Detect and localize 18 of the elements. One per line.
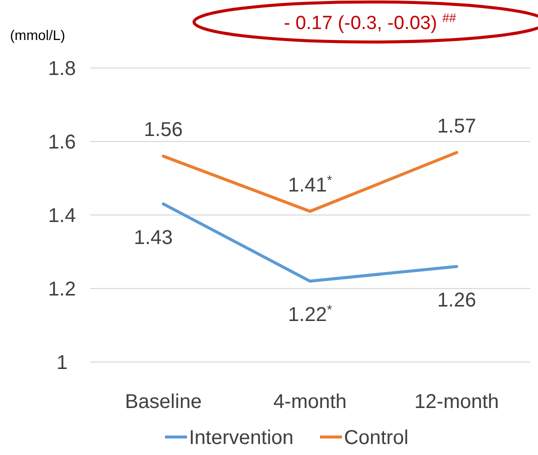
y-axis-title: (mmol/L) (10, 27, 66, 43)
legend-label: Control (344, 427, 408, 449)
y-tick-label: 1.4 (48, 205, 76, 227)
data-label: 1.22$^{*}$ (288, 302, 332, 326)
legend-label: Intervention (189, 427, 294, 449)
y-tick-label: 1.2 (48, 278, 76, 300)
data-label: 1.56 (144, 119, 183, 142)
x-tick-label: 12-month (414, 391, 499, 413)
data-label: 1.57 (437, 116, 476, 138)
data-label: 1.26 (437, 289, 476, 312)
text: - 0.17 (-0.3, -0.03) $^{##}$ (284, 11, 456, 34)
y-tick-label: 1 (56, 352, 68, 374)
x-tick-label: Baseline (124, 391, 202, 413)
x-tick-label: 4-month (273, 391, 347, 413)
data-label: 1.43 (134, 226, 173, 249)
y-tick-label: 1.6 (48, 132, 76, 154)
data-label: 1.41$^{*}$ (288, 172, 332, 196)
y-tick-label: 1.8 (48, 58, 76, 80)
